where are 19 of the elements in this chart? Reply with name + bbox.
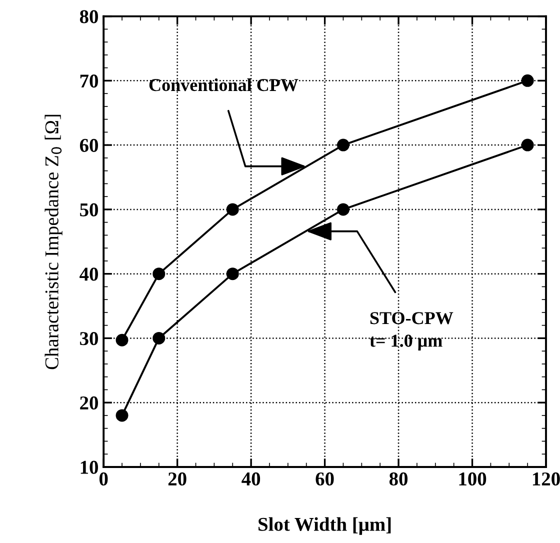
y-tick-label: 70 — [80, 74, 98, 88]
annotation: STO-CPW t= 1.0 μm — [370, 312, 454, 351]
x-tick-label: 100 — [459, 472, 486, 486]
y-tick-label: 80 — [80, 10, 98, 24]
y-tick-label: 20 — [80, 396, 98, 410]
y-tick-label: 50 — [80, 203, 98, 216]
annotation: Conventional CPW — [149, 78, 298, 92]
y-tick-label: 30 — [80, 332, 98, 346]
y-tick-label: 40 — [80, 268, 98, 281]
x-tick-label: 20 — [168, 472, 186, 486]
x-tick-label: 40 — [242, 472, 260, 486]
y-axis-title: Characteristic Impedance Z$_{0}$ [Ω] — [44, 114, 62, 370]
x-tick-label: 60 — [316, 472, 334, 486]
x-axis-title: Slot Width [μm] — [258, 517, 391, 535]
x-tick-label: 80 — [389, 472, 408, 486]
x-tick-label: 0 — [99, 472, 108, 486]
y-tick-label: 60 — [80, 138, 98, 152]
x-tick-label: 120 — [532, 472, 560, 486]
y-tick-label: 10 — [80, 460, 98, 474]
